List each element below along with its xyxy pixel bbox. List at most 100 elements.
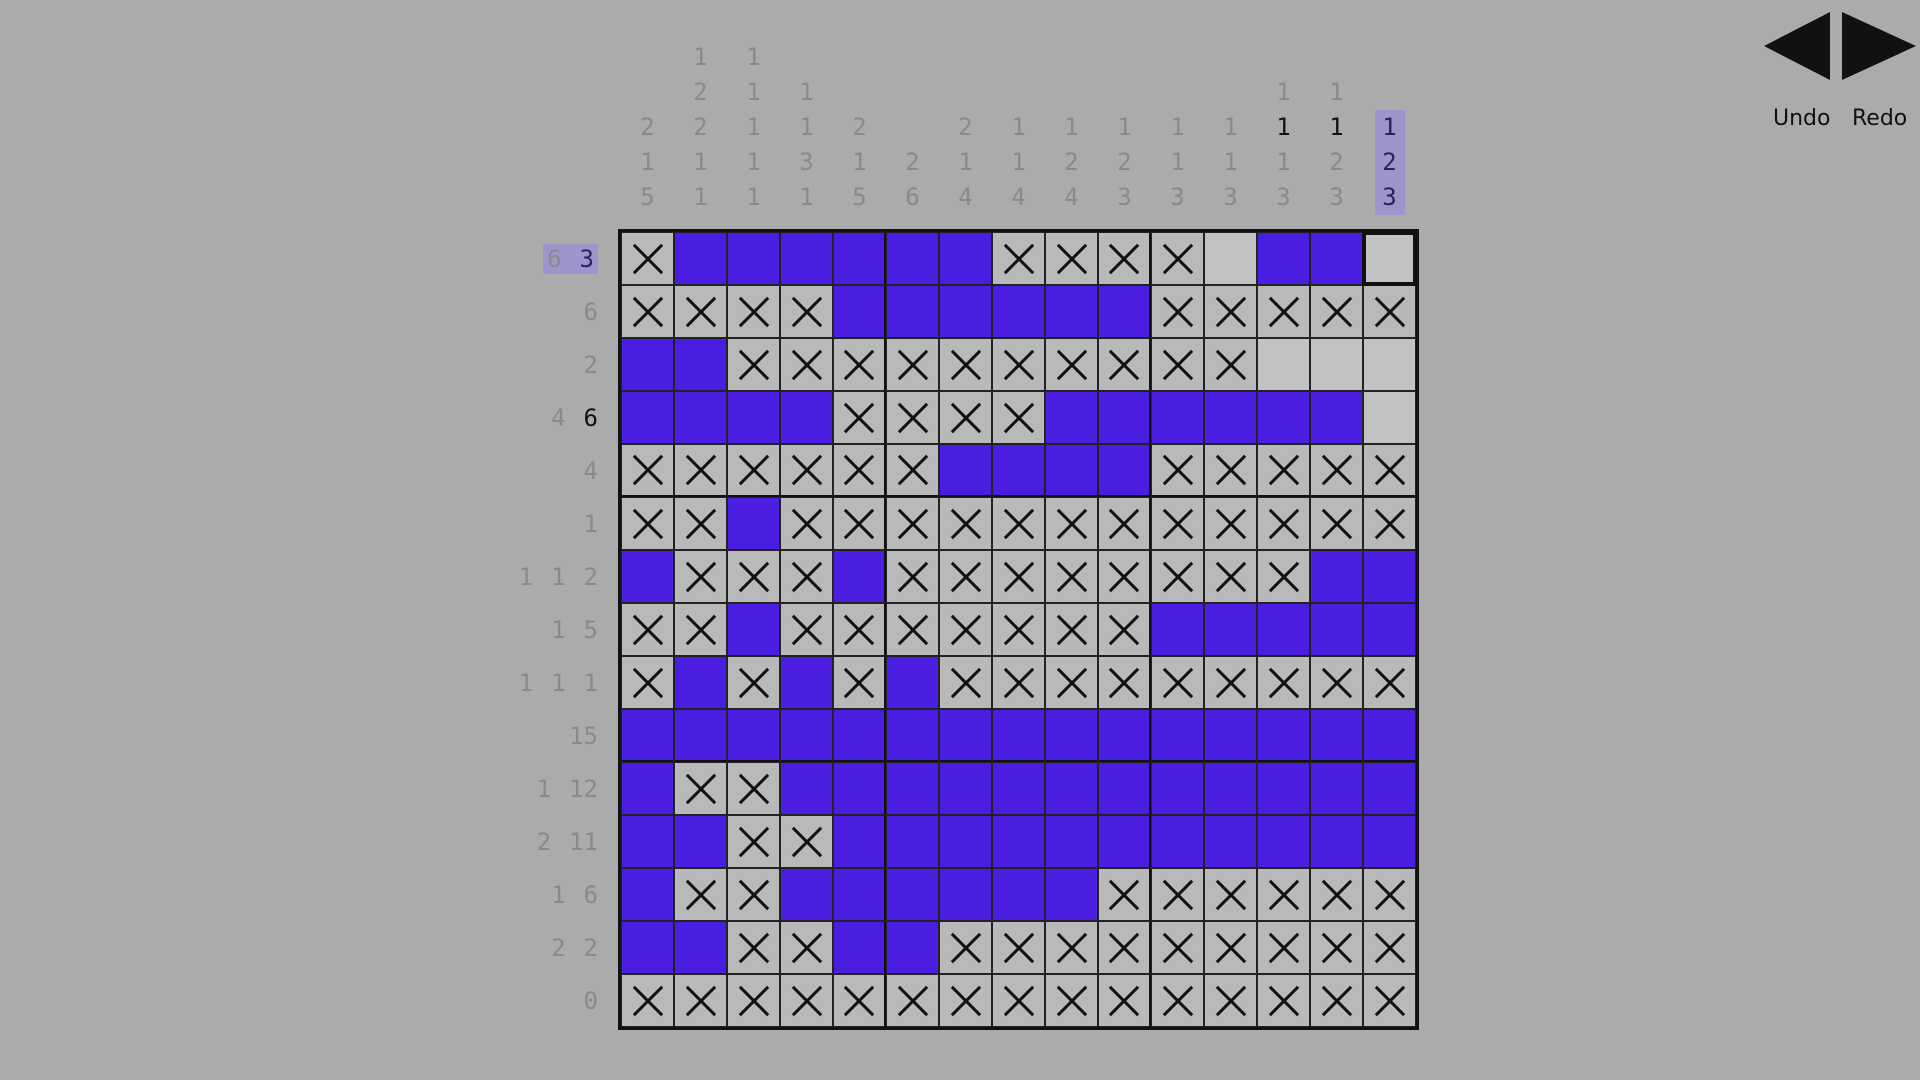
cell-filled[interactable] <box>1098 285 1151 338</box>
cell-crossed[interactable] <box>1204 550 1257 603</box>
cell-filled[interactable] <box>939 709 992 762</box>
cell-crossed[interactable] <box>1098 974 1151 1027</box>
cell-crossed[interactable] <box>1098 656 1151 709</box>
cell-filled[interactable] <box>1310 232 1363 285</box>
cell-crossed[interactable] <box>833 656 886 709</box>
cell-filled[interactable] <box>1151 603 1204 656</box>
cell-filled[interactable] <box>1045 762 1098 815</box>
cell-crossed[interactable] <box>1257 656 1310 709</box>
cell-crossed[interactable] <box>1151 338 1204 391</box>
cell-crossed[interactable] <box>1257 444 1310 497</box>
cell-crossed[interactable] <box>886 497 939 550</box>
cell-filled[interactable] <box>621 709 674 762</box>
cell-crossed[interactable] <box>727 762 780 815</box>
cell-filled[interactable] <box>833 709 886 762</box>
redo-label[interactable]: Redo <box>1852 106 1908 131</box>
cell-crossed[interactable] <box>992 974 1045 1027</box>
cell-crossed[interactable] <box>939 550 992 603</box>
cell-crossed[interactable] <box>674 444 727 497</box>
cell-crossed[interactable] <box>833 974 886 1027</box>
cell-filled[interactable] <box>780 656 833 709</box>
undo-label[interactable]: Undo <box>1773 106 1831 131</box>
cell-filled[interactable] <box>1045 868 1098 921</box>
cell-filled[interactable] <box>780 391 833 444</box>
cell-crossed[interactable] <box>674 974 727 1027</box>
cell-filled[interactable] <box>1045 709 1098 762</box>
cell-crossed[interactable] <box>992 232 1045 285</box>
cell-crossed[interactable] <box>1310 974 1363 1027</box>
cell-filled[interactable] <box>886 815 939 868</box>
cell-crossed[interactable] <box>886 338 939 391</box>
cell-crossed[interactable] <box>674 550 727 603</box>
cell-filled[interactable] <box>780 709 833 762</box>
cell-filled[interactable] <box>992 285 1045 338</box>
cell-filled[interactable] <box>1204 603 1257 656</box>
cell-crossed[interactable] <box>1204 444 1257 497</box>
cell-filled[interactable] <box>992 815 1045 868</box>
cell-crossed[interactable] <box>1310 497 1363 550</box>
cell-crossed[interactable] <box>1151 974 1204 1027</box>
cell-filled[interactable] <box>1363 815 1416 868</box>
cell-crossed[interactable] <box>674 603 727 656</box>
cell-filled[interactable] <box>674 815 727 868</box>
cell-filled[interactable] <box>674 709 727 762</box>
cell-crossed[interactable] <box>1310 921 1363 974</box>
cell-crossed[interactable] <box>780 285 833 338</box>
cell-crossed[interactable] <box>727 550 780 603</box>
cell-crossed[interactable] <box>1151 550 1204 603</box>
cell-empty[interactable] <box>1362 231 1417 286</box>
cell-crossed[interactable] <box>939 921 992 974</box>
cell-filled[interactable] <box>1098 709 1151 762</box>
cell-crossed[interactable] <box>1204 338 1257 391</box>
cell-filled[interactable] <box>1363 709 1416 762</box>
cell-crossed[interactable] <box>1310 444 1363 497</box>
cell-crossed[interactable] <box>1363 285 1416 338</box>
cell-crossed[interactable] <box>1098 921 1151 974</box>
cell-filled[interactable] <box>833 815 886 868</box>
cell-crossed[interactable] <box>1310 868 1363 921</box>
cell-crossed[interactable] <box>621 444 674 497</box>
cell-filled[interactable] <box>1098 391 1151 444</box>
cell-crossed[interactable] <box>1257 497 1310 550</box>
cell-filled[interactable] <box>833 232 886 285</box>
cell-filled[interactable] <box>1098 444 1151 497</box>
cell-crossed[interactable] <box>1098 603 1151 656</box>
cell-filled[interactable] <box>1151 709 1204 762</box>
cell-crossed[interactable] <box>833 497 886 550</box>
cell-crossed[interactable] <box>727 815 780 868</box>
cell-filled[interactable] <box>1310 550 1363 603</box>
cell-filled[interactable] <box>674 338 727 391</box>
cell-crossed[interactable] <box>833 444 886 497</box>
cell-filled[interactable] <box>1045 815 1098 868</box>
cell-crossed[interactable] <box>1363 974 1416 1027</box>
cell-crossed[interactable] <box>780 815 833 868</box>
cell-crossed[interactable] <box>1098 232 1151 285</box>
cell-crossed[interactable] <box>992 391 1045 444</box>
cell-crossed[interactable] <box>992 497 1045 550</box>
cell-filled[interactable] <box>939 815 992 868</box>
cell-crossed[interactable] <box>939 603 992 656</box>
cell-crossed[interactable] <box>674 762 727 815</box>
cell-filled[interactable] <box>1098 815 1151 868</box>
cell-filled[interactable] <box>1151 391 1204 444</box>
cell-filled[interactable] <box>1151 815 1204 868</box>
cell-crossed[interactable] <box>1098 338 1151 391</box>
cell-crossed[interactable] <box>1257 921 1310 974</box>
cell-crossed[interactable] <box>992 921 1045 974</box>
cell-crossed[interactable] <box>674 285 727 338</box>
cell-filled[interactable] <box>886 656 939 709</box>
cell-crossed[interactable] <box>621 285 674 338</box>
cell-crossed[interactable] <box>674 868 727 921</box>
cell-filled[interactable] <box>1257 603 1310 656</box>
cell-crossed[interactable] <box>939 974 992 1027</box>
cell-crossed[interactable] <box>727 444 780 497</box>
cell-filled[interactable] <box>1098 762 1151 815</box>
cell-filled[interactable] <box>1257 391 1310 444</box>
cell-crossed[interactable] <box>939 391 992 444</box>
cell-filled[interactable] <box>886 921 939 974</box>
cell-crossed[interactable] <box>1151 868 1204 921</box>
cell-crossed[interactable] <box>727 868 780 921</box>
cell-crossed[interactable] <box>1151 656 1204 709</box>
cell-crossed[interactable] <box>1363 497 1416 550</box>
cell-filled[interactable] <box>674 656 727 709</box>
